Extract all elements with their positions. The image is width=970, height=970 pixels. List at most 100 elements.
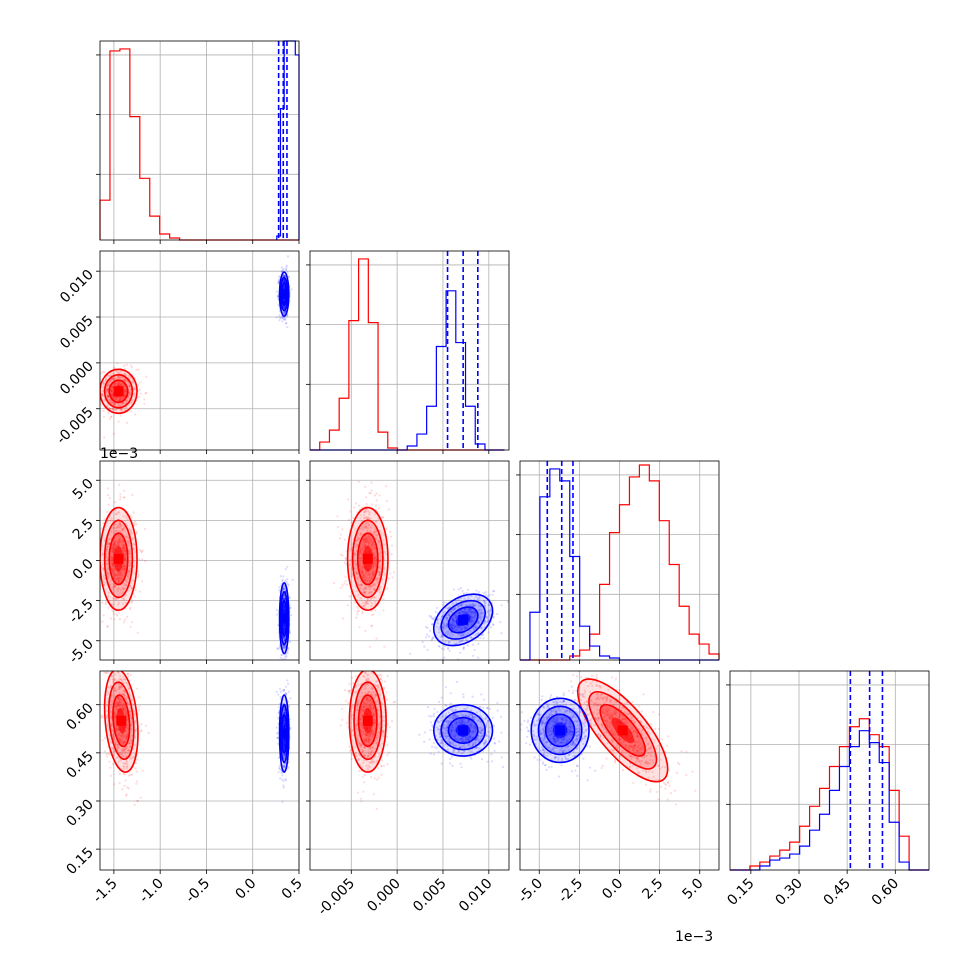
sample-point (338, 537, 341, 540)
sample-point (123, 568, 126, 571)
sample-point (374, 504, 378, 507)
panel-border (99, 40, 300, 241)
sample-point (452, 619, 455, 622)
sample-point (108, 398, 111, 402)
sample-point (118, 773, 121, 776)
sample-point (372, 533, 375, 536)
sample-point (114, 396, 118, 399)
sample-point (137, 575, 140, 579)
sample-point (116, 603, 119, 606)
sample-point (457, 625, 460, 629)
sample-point (105, 753, 108, 756)
sample-point (454, 619, 457, 622)
sample-point (126, 662, 128, 664)
sample-point (120, 592, 123, 595)
sample-point (491, 623, 495, 626)
sample-point (374, 557, 377, 561)
sample-point (124, 708, 127, 711)
sample-point (454, 613, 457, 617)
sample-point (114, 543, 117, 546)
sample-point (350, 575, 353, 578)
sample-point (275, 316, 278, 319)
sample-point (291, 578, 294, 581)
sample-point (118, 698, 121, 702)
sample-point (364, 538, 368, 541)
sample-point (369, 576, 372, 579)
sample-point (133, 542, 136, 546)
sample-point (106, 572, 110, 575)
sample-point (103, 371, 106, 374)
sample-point (442, 627, 445, 630)
sample-point (276, 296, 279, 299)
sample-point (114, 530, 117, 533)
sample-point (106, 543, 109, 546)
sample-point (365, 601, 368, 604)
sample-point (117, 728, 120, 731)
sample-point (114, 546, 117, 549)
sample-point (489, 609, 492, 612)
sample-point (121, 402, 124, 405)
plot-area (100, 662, 292, 806)
sample-point (123, 702, 126, 706)
sample-point (431, 617, 434, 620)
sample-point (492, 616, 495, 619)
sample-point (443, 601, 446, 604)
sample-point (357, 537, 360, 541)
sample-point (365, 526, 368, 529)
sample-point (281, 657, 284, 660)
sample-point (361, 547, 365, 550)
sample-point (127, 574, 130, 578)
sample-point (283, 629, 286, 632)
sample-point (116, 404, 120, 407)
sample-point (391, 576, 394, 579)
sample-point (117, 577, 120, 580)
sample-point (138, 558, 141, 561)
sample-point (122, 547, 125, 550)
sample-point (112, 432, 115, 435)
sample-point (114, 383, 117, 386)
sample-point (123, 372, 126, 376)
sample-point (116, 703, 119, 707)
sample-point (114, 678, 117, 682)
sample-point (287, 584, 290, 587)
sample-point (374, 609, 377, 612)
sample-point (115, 574, 118, 578)
sample-point (123, 393, 126, 397)
sample-point (108, 398, 111, 402)
sample-point (377, 539, 380, 542)
sample-point (488, 593, 491, 597)
sample-point (361, 602, 364, 605)
sample-point (364, 508, 367, 511)
sample-point (94, 399, 96, 401)
sample-point (282, 597, 285, 600)
sample-point (363, 603, 367, 607)
sample-point (336, 515, 339, 518)
sample-point (110, 695, 113, 698)
sample-point (372, 561, 376, 564)
sample-point (357, 607, 360, 610)
sample-point (131, 537, 134, 540)
sample-point (114, 403, 117, 406)
y-tick-label: 0.005 (57, 313, 97, 353)
sample-point (121, 735, 124, 738)
sample-point (365, 602, 368, 605)
sample-point (445, 616, 448, 619)
sample-point (135, 531, 138, 534)
sample-point (382, 539, 385, 542)
sample-point (117, 572, 120, 575)
sample-point (114, 397, 117, 400)
sample-point (110, 388, 113, 391)
sample-point (455, 616, 458, 619)
sample-point (365, 510, 368, 513)
sample-point (362, 542, 365, 545)
sample-point (132, 755, 135, 759)
sample-point (428, 614, 431, 618)
red-peak (116, 715, 127, 726)
sample-point (380, 533, 383, 536)
sample-point (344, 580, 347, 583)
sample-point (283, 306, 286, 309)
sample-point (111, 733, 114, 736)
sample-point (284, 661, 286, 663)
sample-point (482, 599, 485, 603)
sample-point (119, 526, 122, 529)
